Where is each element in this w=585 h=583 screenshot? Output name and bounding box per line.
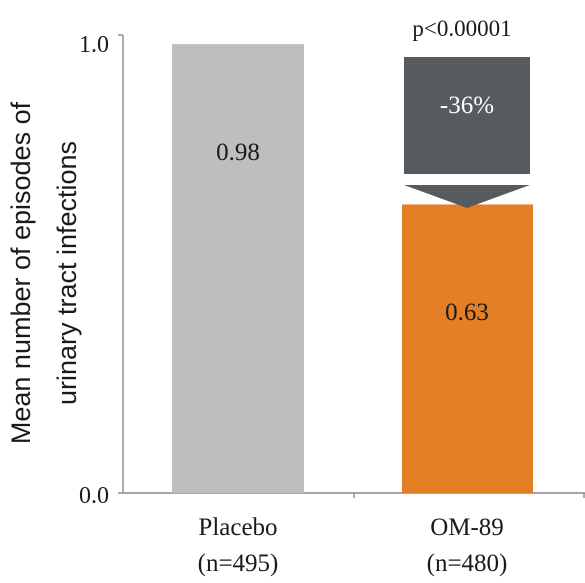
category-sub-label-placebo: (n=495)	[198, 550, 279, 577]
bar-om-89	[402, 204, 533, 493]
category-label-placebo: Placebo	[198, 514, 277, 541]
bar-value-label-om-89: 0.63	[445, 299, 489, 326]
reduction-callout-box	[404, 57, 530, 174]
y-tick-label-min: 0.0	[79, 483, 109, 509]
y-tick-label-max: 1.0	[79, 32, 109, 58]
p-value-label: p<0.00001	[412, 16, 511, 41]
y-axis-title-line-2: urinary tract infections	[52, 141, 82, 405]
reduction-arrow	[404, 185, 530, 208]
y-axis-title-line-1: Mean number of episodes of	[6, 101, 36, 444]
bar-value-label-placebo: 0.98	[216, 139, 260, 166]
bar-placebo	[172, 44, 304, 493]
category-label-om-89: OM-89	[430, 514, 504, 541]
reduction-label: -36%	[440, 92, 494, 119]
category-sub-label-om-89: (n=480)	[427, 550, 508, 577]
